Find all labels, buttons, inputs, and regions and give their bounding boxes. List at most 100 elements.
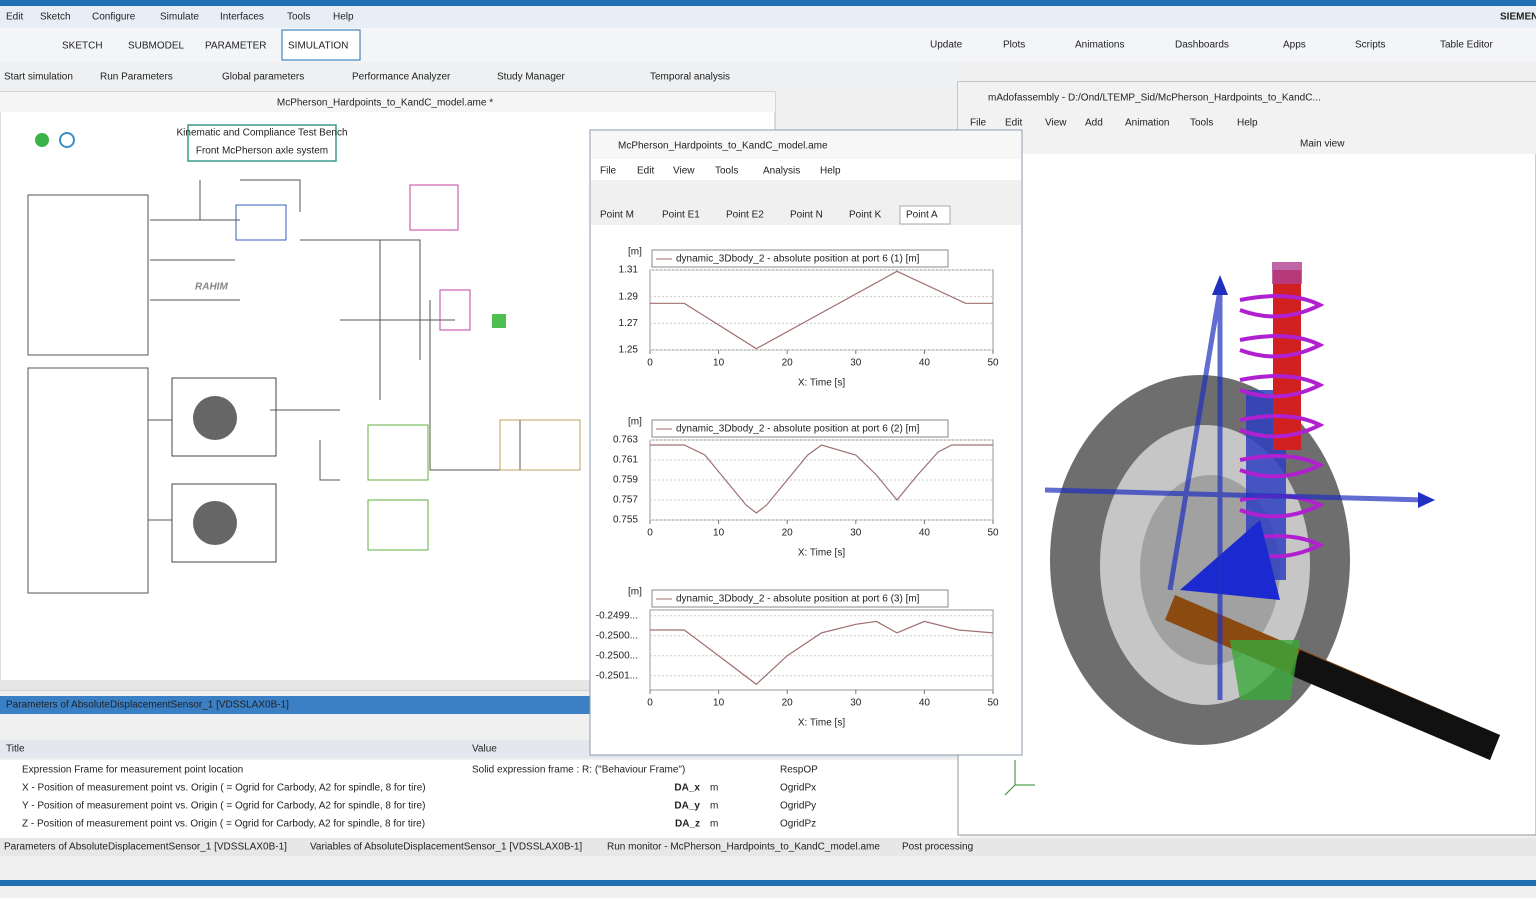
x-tick-label: 50: [987, 528, 999, 539]
axis-arrow: [1212, 275, 1228, 295]
menu-item[interactable]: Edit: [637, 166, 654, 177]
plot-tab[interactable]: Point E2: [726, 210, 764, 221]
param-cell: Z - Position of measurement point vs. Or…: [22, 819, 425, 830]
watermark: RAHIM: [195, 282, 228, 293]
component: [409, 184, 459, 231]
menu-item[interactable]: Help: [1237, 118, 1258, 129]
toolbar-button[interactable]: Animations: [1075, 40, 1124, 51]
y-tick-label: 0.755: [613, 515, 638, 526]
x-axis-label: X: Time [s]: [798, 548, 845, 559]
y-tick-label: 1.29: [619, 291, 639, 302]
active-mode-tab[interactable]: [281, 29, 361, 61]
menu-item[interactable]: Tools: [715, 166, 738, 177]
sim-tool[interactable]: Global parameters: [222, 72, 304, 83]
y-tick-label: 0.759: [613, 475, 638, 486]
assembly-chrome: [958, 82, 1536, 154]
plot-tab[interactable]: Point K: [849, 210, 882, 221]
part: [1230, 640, 1300, 700]
plot-tab[interactable]: Point N: [790, 210, 823, 221]
block: [27, 367, 149, 594]
sim-tool[interactable]: Temporal analysis: [650, 72, 730, 83]
y-tick-label: 1.25: [619, 345, 639, 356]
param-cell: Y - Position of measurement point vs. Or…: [22, 801, 425, 812]
mode-tab[interactable]: SIMULATION: [288, 41, 348, 52]
mode-tab[interactable]: PARAMETER: [205, 41, 267, 52]
panel-box: [187, 124, 337, 162]
window-title: mAdofassembly - D:/Ond/LTEMP_Sid/McPhers…: [988, 93, 1321, 104]
menu-item[interactable]: View: [673, 166, 695, 177]
window-title: McPherson_Hardpoints_to_KandC_model.ame: [618, 141, 828, 152]
component: [492, 314, 506, 328]
menu-item[interactable]: Simulate: [160, 12, 199, 23]
bottom-tab[interactable]: Run monitor - McPherson_Hardpoints_to_Ka…: [607, 842, 880, 853]
bottom-tab[interactable]: Variables of AbsoluteDisplacementSensor_…: [310, 842, 582, 853]
menu-item[interactable]: Animation: [1125, 118, 1169, 129]
plot-titlebar: [591, 131, 1021, 159]
params-body: [0, 760, 960, 838]
x-tick-label: 40: [919, 528, 931, 539]
param-cell: DA_z: [675, 819, 700, 830]
mode-tab[interactable]: SKETCH: [62, 41, 103, 52]
param-cell: m: [710, 801, 718, 812]
menu-item[interactable]: File: [600, 166, 617, 177]
menu-item[interactable]: Tools: [1190, 118, 1213, 129]
menu-item[interactable]: Help: [820, 166, 841, 177]
ribbon: [0, 28, 1536, 62]
mode-tab[interactable]: SUBMODEL: [128, 41, 185, 52]
sim-tool[interactable]: Performance Analyzer: [352, 72, 451, 83]
toolbar-button[interactable]: Update: [930, 40, 963, 51]
sim-tool[interactable]: Study Manager: [497, 72, 565, 83]
param-cell: Solid expression frame : R: ("Behaviour …: [472, 765, 685, 776]
x-tick-label: 30: [850, 698, 862, 709]
triad: [1004, 760, 1035, 796]
plot-tab[interactable]: Point A: [906, 210, 938, 221]
window-title: McPherson_Hardpoints_to_KandC_model.ame …: [277, 98, 493, 109]
y-unit: [m]: [628, 417, 642, 428]
bottom-border: [0, 880, 1536, 886]
menu-item[interactable]: View: [1045, 118, 1067, 129]
menu-item[interactable]: File: [970, 118, 987, 129]
icon: [59, 132, 75, 148]
menu-item[interactable]: Help: [333, 12, 354, 23]
toolbar-button[interactable]: Table Editor: [1440, 40, 1493, 51]
column-header: Value: [472, 744, 497, 755]
menu-item[interactable]: Analysis: [763, 166, 800, 177]
menu-item[interactable]: Edit: [6, 12, 23, 23]
menu-item[interactable]: Edit: [1005, 118, 1022, 129]
panel-button[interactable]: Front McPherson axle system: [196, 146, 328, 157]
menu-item[interactable]: Configure: [92, 12, 136, 23]
scrollbar[interactable]: [0, 680, 775, 690]
x-tick-label: 50: [987, 358, 999, 369]
wheel-icon: [193, 501, 237, 545]
menu-item[interactable]: Tools: [287, 12, 310, 23]
active-tab[interactable]: [899, 205, 951, 225]
param-cell: OgridPy: [780, 801, 816, 812]
x-tick-label: 10: [713, 358, 725, 369]
bottom-tabbar: [0, 838, 1536, 856]
menu-item[interactable]: Sketch: [40, 12, 71, 23]
menu-item[interactable]: Add: [1085, 118, 1103, 129]
y-unit: [m]: [628, 247, 642, 258]
bottom-tab[interactable]: Parameters of AbsoluteDisplacementSensor…: [4, 842, 287, 853]
toolbar-button[interactable]: Dashboards: [1175, 40, 1229, 51]
toolbar-button[interactable]: Apps: [1283, 40, 1306, 51]
axis-arrow: [1418, 492, 1435, 508]
component: [439, 289, 471, 331]
wheel-icon: [193, 396, 237, 440]
sim-tool[interactable]: Start simulation: [4, 72, 73, 83]
menu-item[interactable]: Interfaces: [220, 12, 264, 23]
toolbar-button[interactable]: Scripts: [1355, 40, 1386, 51]
params-titlebar: [0, 696, 590, 714]
data-line: [650, 444, 993, 514]
x-tick-label: 20: [782, 528, 794, 539]
y-tick-label: -0.2500...: [596, 630, 638, 641]
x-tick-label: 30: [850, 528, 862, 539]
view-select[interactable]: Main view: [1300, 139, 1345, 150]
plot-tab[interactable]: Point M: [600, 210, 634, 221]
y-tick-label: 0.757: [613, 495, 638, 506]
toolbar-button[interactable]: Plots: [1003, 40, 1025, 51]
bottom-tab[interactable]: Post processing: [902, 842, 973, 853]
sim-tool[interactable]: Run Parameters: [100, 72, 173, 83]
plot-tab[interactable]: Point E1: [662, 210, 700, 221]
